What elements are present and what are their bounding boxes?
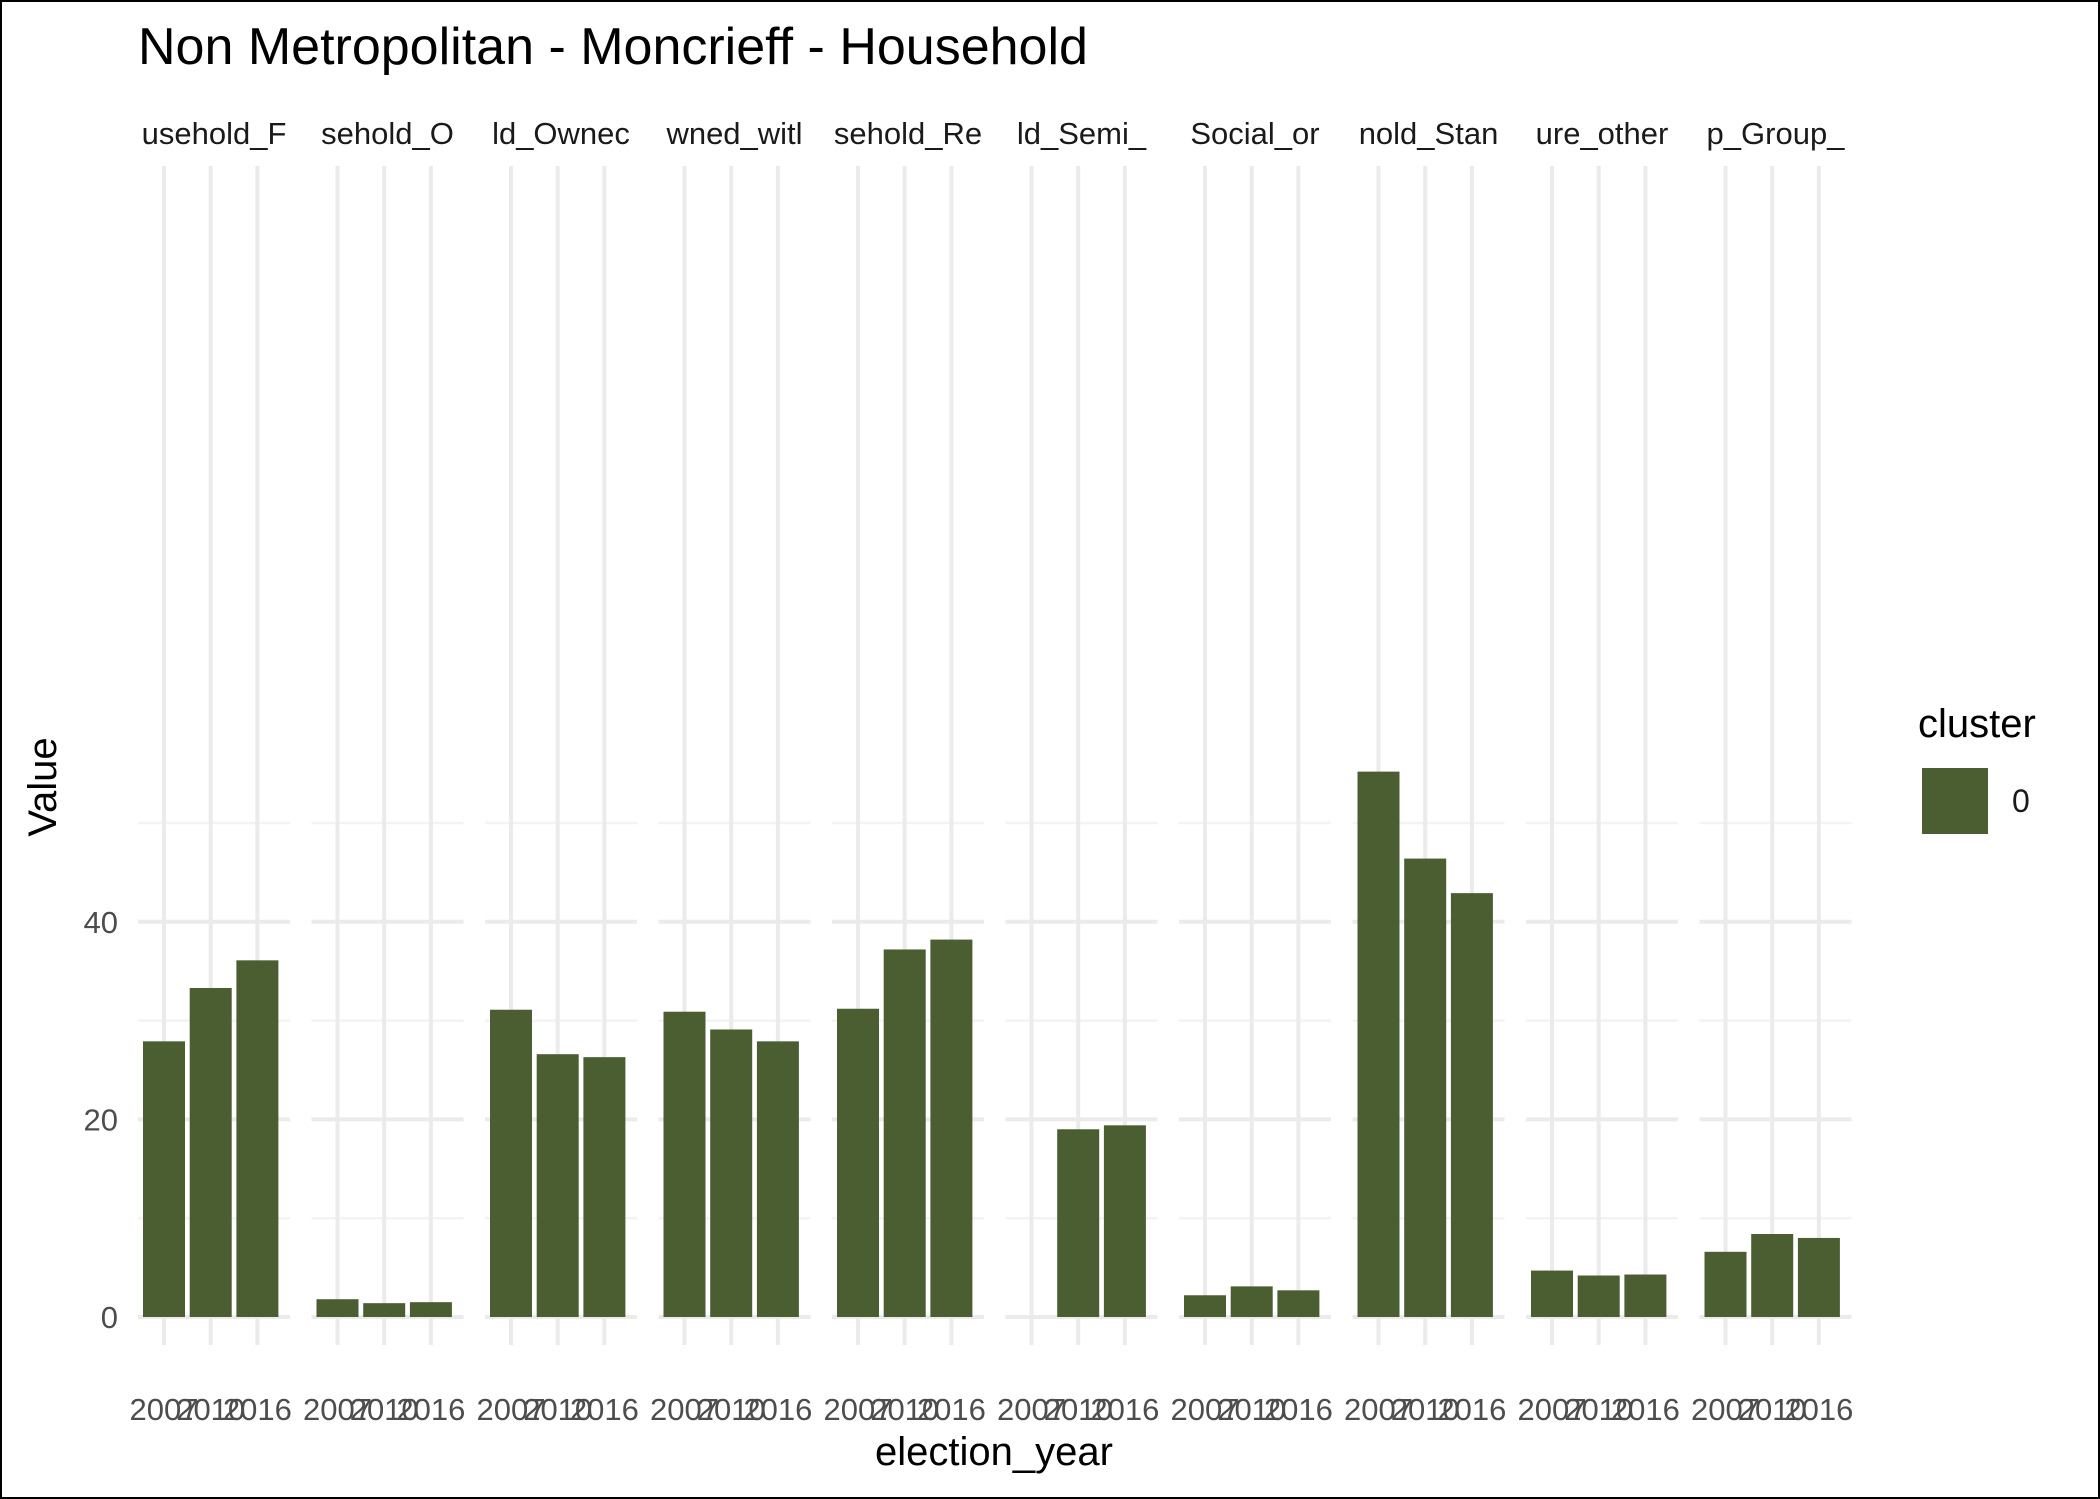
facet-strip-label: Social_or bbox=[1190, 116, 1319, 151]
y-tick-label-40: 40 bbox=[84, 905, 118, 940]
bar-2007 bbox=[490, 1009, 532, 1317]
facet-strip-label: sehold_Re bbox=[834, 116, 982, 151]
legend-label-0: 0 bbox=[2012, 783, 2030, 819]
bar-2010 bbox=[1057, 1129, 1100, 1317]
x-tick-label-2007: 2007 bbox=[1691, 1392, 1760, 1427]
bar-2007 bbox=[837, 1008, 879, 1317]
bar-2010 bbox=[883, 949, 926, 1317]
bar-2010 bbox=[189, 987, 232, 1317]
x-tick-label-2016: 2016 bbox=[1611, 1392, 1680, 1427]
bar-2016 bbox=[1103, 1125, 1146, 1317]
facet-strip-label: wned_witl bbox=[665, 116, 802, 151]
x-tick-label-2007: 2007 bbox=[1518, 1392, 1587, 1427]
bar-2007 bbox=[1184, 1295, 1226, 1317]
facet-strip-label: usehold_F bbox=[142, 116, 287, 151]
bar-2010 bbox=[536, 1054, 579, 1317]
facet-strip-label: sehold_O bbox=[321, 116, 454, 151]
x-tick-label-2007: 2007 bbox=[303, 1392, 372, 1427]
x-tick-label-2007: 2007 bbox=[1344, 1392, 1413, 1427]
facet-strip-label: p_Group_ bbox=[1707, 116, 1846, 151]
bar-2007 bbox=[316, 1299, 359, 1317]
bar-2016 bbox=[930, 939, 973, 1317]
x-tick-label-2007: 2007 bbox=[477, 1392, 546, 1427]
x-tick-label-2010: 2010 bbox=[870, 1392, 939, 1427]
x-tick-label-2010: 2010 bbox=[1738, 1392, 1807, 1427]
facet-strip-label: nold_Stan bbox=[1359, 116, 1499, 151]
bar-2010 bbox=[1577, 1275, 1620, 1317]
y-axis-title: Value bbox=[21, 737, 65, 836]
bar-2007 bbox=[143, 1041, 185, 1317]
bar-2016 bbox=[1277, 1290, 1320, 1317]
bar-2007 bbox=[1531, 1270, 1573, 1317]
bar-2010 bbox=[363, 1303, 406, 1317]
x-tick-label-2007: 2007 bbox=[130, 1392, 199, 1427]
bar-2016 bbox=[1797, 1237, 1840, 1317]
y-tick-label-20: 20 bbox=[84, 1102, 118, 1137]
bar-2007 bbox=[1704, 1251, 1747, 1317]
y-tick-label-0: 0 bbox=[101, 1300, 118, 1335]
facet-strip-label: ure_other bbox=[1536, 116, 1669, 151]
x-tick-label-2007: 2007 bbox=[824, 1392, 893, 1427]
x-tick-label-2016: 2016 bbox=[1264, 1392, 1333, 1427]
x-tick-label-2016: 2016 bbox=[223, 1392, 292, 1427]
chart-title: Non Metropolitan - Moncrieff - Household bbox=[138, 18, 1088, 76]
bar-2010 bbox=[1751, 1234, 1794, 1317]
bar-2010 bbox=[1230, 1286, 1273, 1317]
bar-2016 bbox=[583, 1057, 626, 1317]
legend-key-0 bbox=[1922, 768, 1988, 834]
bar-2016 bbox=[756, 1041, 799, 1317]
legend: cluster 0 bbox=[1918, 702, 2036, 834]
bar-2010 bbox=[1404, 858, 1447, 1317]
x-tick-label-2010: 2010 bbox=[1564, 1392, 1633, 1427]
bar-2007 bbox=[1357, 771, 1400, 1317]
x-tick-label-2010: 2010 bbox=[1391, 1392, 1460, 1427]
x-tick-label-2007: 2007 bbox=[650, 1392, 719, 1427]
x-tick-label-2010: 2010 bbox=[1044, 1392, 1113, 1427]
x-tick-label-2010: 2010 bbox=[697, 1392, 766, 1427]
x-tick-label-2016: 2016 bbox=[1784, 1392, 1853, 1427]
x-tick-label-2016: 2016 bbox=[743, 1392, 812, 1427]
bar-2016 bbox=[409, 1302, 452, 1317]
x-tick-label-2016: 2016 bbox=[917, 1392, 986, 1427]
x-axis-title: election_year bbox=[875, 1430, 1113, 1474]
bar-2010 bbox=[710, 1029, 753, 1317]
bar-2016 bbox=[1624, 1274, 1667, 1317]
bar-2016 bbox=[236, 960, 279, 1317]
x-tick-label-2010: 2010 bbox=[176, 1392, 245, 1427]
x-tick-label-2016: 2016 bbox=[396, 1392, 465, 1427]
x-tick-label-2016: 2016 bbox=[1437, 1392, 1506, 1427]
x-tick-label-2010: 2010 bbox=[1217, 1392, 1286, 1427]
facet-strip-label: ld_Semi_ bbox=[1017, 116, 1147, 151]
x-tick-label-2016: 2016 bbox=[1090, 1392, 1159, 1427]
x-tick-label-2016: 2016 bbox=[570, 1392, 639, 1427]
x-tick-label-2010: 2010 bbox=[350, 1392, 419, 1427]
x-tick-label-2007: 2007 bbox=[997, 1392, 1066, 1427]
bar-2007 bbox=[663, 1011, 706, 1317]
x-tick-label-2007: 2007 bbox=[1171, 1392, 1240, 1427]
x-tick-label-2010: 2010 bbox=[523, 1392, 592, 1427]
legend-title: cluster bbox=[1918, 702, 2036, 746]
facet-strip-label: ld_Ownec bbox=[492, 116, 630, 151]
bar-2016 bbox=[1450, 893, 1493, 1317]
